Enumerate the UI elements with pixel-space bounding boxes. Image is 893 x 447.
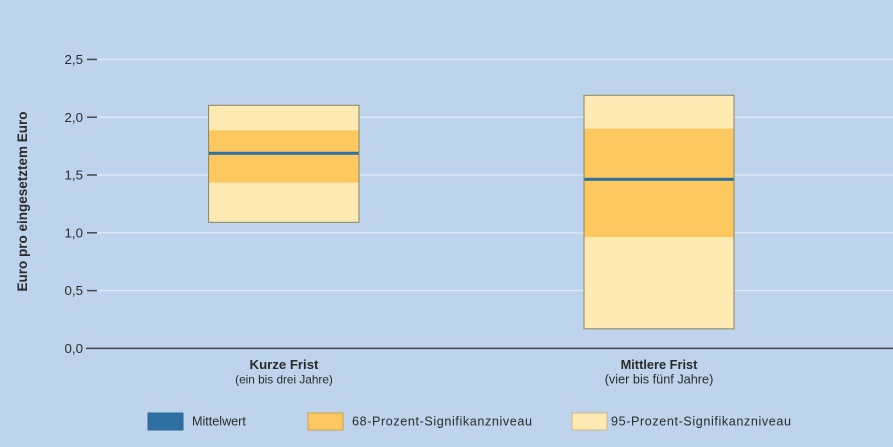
svg-text:Mittelwert: Mittelwert: [192, 415, 246, 429]
svg-text:(ein bis drei Jahre): (ein bis drei Jahre): [235, 373, 333, 387]
svg-text:Euro pro eingesetztem Euro: Euro pro eingesetztem Euro: [15, 111, 30, 291]
svg-text:Kurze Frist: Kurze Frist: [250, 357, 319, 372]
svg-text:Mittlere Frist: Mittlere Frist: [621, 357, 699, 372]
svg-text:(vier bis fünf Jahre): (vier bis fünf Jahre): [605, 373, 714, 387]
svg-text:1,0: 1,0: [65, 225, 84, 240]
svg-text:2,0: 2,0: [65, 110, 84, 125]
svg-text:2,5: 2,5: [65, 52, 84, 67]
svg-text:0,5: 0,5: [65, 283, 84, 298]
svg-text:95-Prozent-Signifikanzniveau: 95-Prozent-Signifikanzniveau: [611, 415, 792, 429]
svg-text:1,5: 1,5: [65, 168, 84, 183]
svg-text:0,0: 0,0: [65, 341, 84, 356]
svg-text:68-Prozent-Signifikanzniveau: 68-Prozent-Signifikanzniveau: [352, 415, 533, 429]
